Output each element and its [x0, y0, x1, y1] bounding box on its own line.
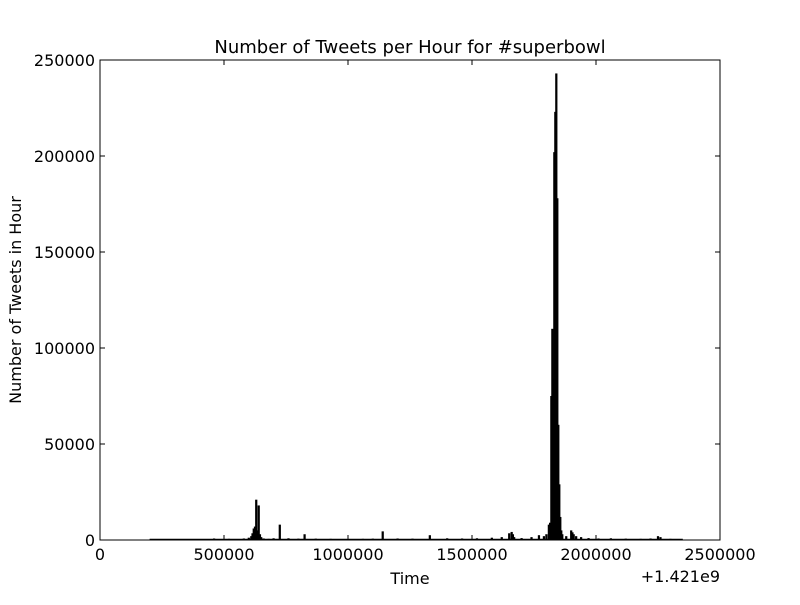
x-tick-label: 0	[95, 545, 105, 564]
bar	[556, 198, 559, 541]
bar	[587, 538, 590, 540]
x-offset-label: +1.421e9	[641, 567, 720, 586]
bar	[557, 424, 560, 540]
bar	[624, 538, 627, 540]
bar	[227, 538, 231, 540]
bar	[251, 533, 254, 540]
bar	[297, 538, 300, 540]
bar	[242, 538, 245, 540]
bar	[659, 537, 662, 540]
y-tick-label: 250000	[34, 51, 95, 70]
bar	[609, 538, 612, 540]
bar	[530, 537, 533, 540]
bar	[649, 538, 652, 540]
bar	[639, 538, 642, 540]
bar	[565, 536, 568, 540]
bar	[260, 537, 263, 540]
y-tick-label: 100000	[34, 339, 95, 358]
bar	[561, 534, 564, 540]
bar	[542, 536, 546, 540]
bar	[287, 538, 290, 540]
bar	[428, 535, 431, 540]
bar	[475, 538, 479, 540]
bar	[329, 538, 332, 540]
y-tick-label: 0	[85, 531, 95, 550]
bar	[247, 537, 250, 540]
bars-layer	[149, 73, 683, 541]
bar	[267, 538, 270, 540]
bar	[570, 530, 573, 540]
bar	[575, 536, 578, 540]
bar	[513, 537, 516, 540]
bar	[460, 538, 464, 540]
bar	[303, 534, 306, 540]
bar	[549, 522, 552, 540]
bar	[571, 532, 574, 540]
bar	[559, 516, 562, 540]
bar	[558, 484, 561, 540]
bar	[656, 536, 660, 540]
plot-frame	[99, 59, 721, 541]
bar	[547, 524, 550, 540]
bar	[580, 537, 583, 540]
bar	[508, 533, 511, 540]
x-tick-label: 1000000	[312, 545, 383, 564]
bar	[411, 538, 414, 540]
bar	[258, 534, 262, 540]
bar	[272, 538, 275, 540]
bar	[669, 538, 672, 540]
bar	[537, 535, 541, 540]
bar	[253, 526, 257, 540]
bar	[212, 538, 216, 540]
x-tick-label: 2000000	[560, 545, 631, 564]
chart-title: Number of Tweets per Hour for #superbowl	[214, 37, 605, 58]
y-axis-label: Number of Tweets in Hour	[6, 196, 25, 404]
bar	[545, 534, 548, 540]
y-tick-label: 50000	[44, 435, 95, 454]
x-tick-label: 1500000	[436, 545, 507, 564]
bar	[371, 538, 374, 540]
bar	[262, 538, 265, 540]
bar	[256, 530, 259, 540]
bar	[500, 537, 503, 540]
ticks-layer: 0 500000 1000000 1500000 2000000 2500000 0 5000…	[34, 51, 756, 564]
y-tick-label: 200000	[34, 147, 95, 166]
bar	[278, 524, 281, 540]
bar	[252, 528, 255, 540]
bar	[511, 534, 515, 540]
bar	[446, 538, 449, 540]
x-tick-label: 500000	[193, 545, 254, 564]
x-axis-label: Time	[389, 569, 429, 588]
bar	[255, 499, 258, 540]
bar	[314, 538, 317, 540]
bar	[520, 538, 523, 540]
bar	[250, 536, 253, 540]
x-tick-label: 2500000	[684, 545, 755, 564]
bar	[381, 531, 384, 540]
bar	[572, 534, 575, 540]
y-tick-label: 150000	[34, 243, 95, 262]
bar	[396, 538, 399, 540]
bar	[597, 538, 600, 540]
bar	[510, 531, 513, 540]
bar	[257, 505, 260, 540]
bar	[490, 537, 493, 540]
bar	[361, 538, 364, 540]
